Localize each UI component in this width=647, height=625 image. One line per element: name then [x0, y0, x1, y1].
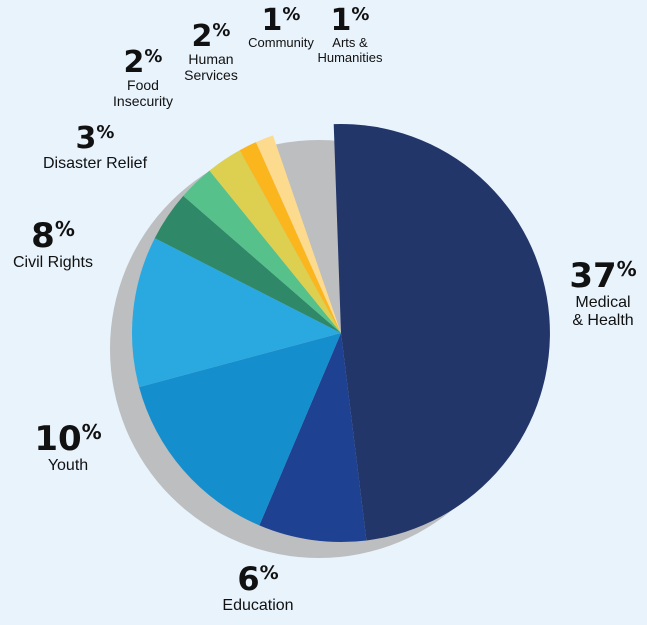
slice-label-civil-rights: 8%Civil Rights — [13, 216, 93, 271]
slice-value-percent-sign: % — [144, 46, 162, 67]
slice-value-percent-sign: % — [96, 122, 114, 143]
slice-value: 2% — [192, 19, 231, 54]
slice-value-number: 1 — [331, 3, 352, 38]
slice-category-label: Education — [222, 597, 293, 614]
slice-value-percent-sign: % — [617, 257, 637, 281]
pie-slice-education — [259, 333, 367, 542]
slice-category-label: Arts & — [332, 35, 368, 50]
slice-value: 10% — [34, 419, 101, 459]
pie-slice-disaster-relief — [154, 195, 341, 333]
slice-category-label: Medical — [575, 294, 630, 311]
slice-value: 3% — [76, 121, 115, 156]
slice-value: 8% — [31, 216, 75, 256]
slice-category-label: Humanities — [317, 50, 383, 65]
pie-slice-medical-and-health — [333, 124, 550, 541]
slice-value-percent-sign: % — [55, 217, 75, 241]
slice-category-label: Services — [184, 67, 238, 83]
slice-label-youth: 10%Youth — [34, 419, 101, 474]
slice-category-label: Insecurity — [113, 93, 173, 109]
slice-value-number: 6 — [237, 560, 259, 598]
slice-value-percent-sign: % — [351, 4, 369, 25]
slice-value: 6% — [237, 560, 278, 598]
pie-slice-civil-rights — [132, 238, 341, 388]
pie-slice-arts-and-humanities — [255, 135, 341, 333]
slice-category-label: Youth — [48, 457, 88, 474]
slice-label-education: 6%Education — [222, 560, 293, 614]
slice-value-percent-sign: % — [282, 4, 300, 25]
slice-value-number: 1 — [262, 3, 283, 38]
slice-value-number: 2 — [192, 19, 213, 54]
pie-slice-community — [239, 142, 341, 333]
slice-category-label: Food — [127, 77, 159, 93]
slice-label-disaster-relief: 3%Disaster Relief — [43, 121, 148, 172]
slice-value: 2% — [124, 45, 163, 80]
slice-label-arts-and-humanities: 1%Arts &Humanities — [317, 3, 383, 65]
slice-value-number: 10 — [34, 419, 81, 459]
pie-slice-youth — [139, 333, 341, 526]
slice-value-number: 8 — [31, 216, 55, 256]
slice-value-number: 37 — [569, 256, 616, 296]
slice-value: 37% — [569, 256, 636, 296]
slice-label-medical-and-health: 37%Medical& Health — [569, 256, 636, 329]
slice-value-number: 3 — [76, 121, 97, 156]
slice-value: 1% — [262, 3, 301, 38]
slice-value-percent-sign: % — [260, 562, 279, 584]
pie-slice-food-insecurity — [183, 170, 341, 333]
slice-value: 1% — [331, 3, 370, 38]
slice-value-percent-sign: % — [212, 20, 230, 41]
slice-value-percent-sign: % — [82, 420, 102, 444]
slice-category-label: Community — [248, 35, 314, 50]
slice-category-label: Civil Rights — [13, 254, 93, 271]
slice-value-number: 2 — [124, 45, 145, 80]
slice-category-label: Human — [188, 51, 233, 67]
slice-category-label: & Health — [572, 312, 633, 329]
pie-slice-human-services — [209, 150, 341, 333]
slice-label-community: 1%Community — [248, 3, 314, 50]
slice-category-label: Disaster Relief — [43, 155, 148, 172]
